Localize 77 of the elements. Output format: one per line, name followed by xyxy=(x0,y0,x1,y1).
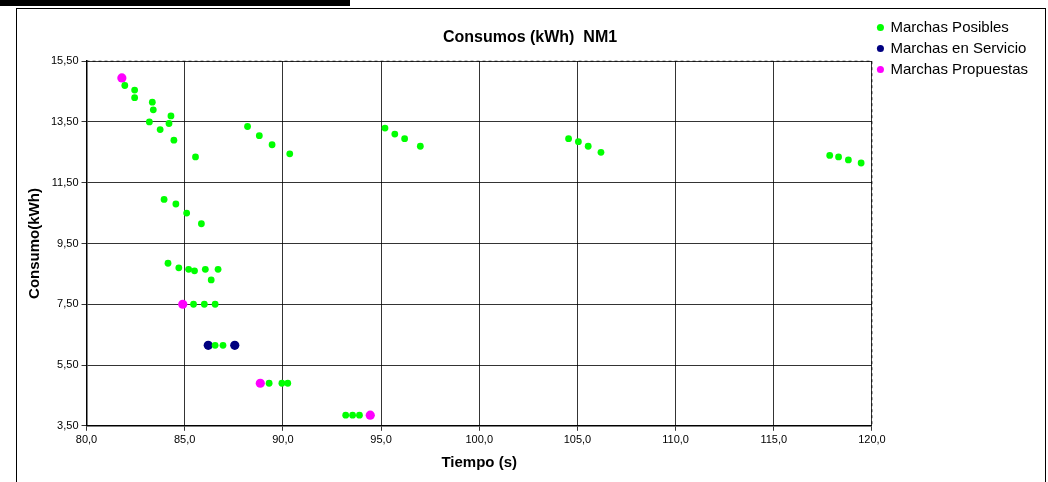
y-axis-title: Consumo(kWh) xyxy=(25,188,43,299)
point xyxy=(284,379,292,387)
point xyxy=(175,264,183,272)
point xyxy=(244,123,251,130)
point xyxy=(574,138,582,146)
point xyxy=(584,142,592,150)
point xyxy=(160,196,168,203)
point xyxy=(165,120,173,127)
point xyxy=(365,410,375,420)
y-tick-label: 11,50 xyxy=(51,175,79,188)
x-axis-title: Tiempo (s) xyxy=(441,453,518,471)
point xyxy=(597,148,605,156)
legend-label: Marchas Posibles xyxy=(890,17,1009,35)
point xyxy=(268,141,276,149)
chart-title: Consumos (kWh) NM1 xyxy=(442,28,618,46)
x-tick-label: 105,0 xyxy=(563,433,592,446)
point xyxy=(131,94,139,102)
point xyxy=(201,265,209,273)
point xyxy=(826,151,834,159)
point xyxy=(149,106,157,114)
point xyxy=(401,135,409,143)
point xyxy=(356,411,363,419)
x-tick-label: 80,0 xyxy=(75,433,98,446)
x-tick-label: 90,0 xyxy=(272,433,294,446)
x-tick-label: 110,0 xyxy=(662,433,689,446)
point xyxy=(207,276,215,284)
point xyxy=(565,135,572,143)
point xyxy=(145,118,153,126)
y-tick-label: 15,50 xyxy=(51,54,79,67)
point xyxy=(164,259,172,267)
y-tick-label: 3,50 xyxy=(57,418,79,431)
point xyxy=(278,379,286,387)
point xyxy=(342,411,350,419)
point xyxy=(191,267,198,275)
y-tick-label: 9,50 xyxy=(57,236,79,249)
point xyxy=(172,200,180,208)
point xyxy=(265,379,273,387)
point xyxy=(148,98,156,106)
point xyxy=(170,136,178,144)
legend-label: Marchas Propuestas xyxy=(890,59,1029,77)
point xyxy=(211,300,219,308)
point xyxy=(844,156,852,164)
point xyxy=(391,130,399,138)
point xyxy=(416,142,424,150)
x-tick-label: 100,0 xyxy=(465,433,493,446)
point xyxy=(197,220,205,228)
y-tick-label: 7,50 xyxy=(57,297,79,310)
point xyxy=(156,126,164,133)
point xyxy=(190,300,197,308)
point xyxy=(211,341,219,349)
point xyxy=(121,82,129,89)
point xyxy=(192,153,199,161)
point xyxy=(835,153,842,161)
x-tick-label: 95,0 xyxy=(370,433,392,446)
point xyxy=(185,265,193,273)
point xyxy=(255,132,263,140)
x-tick-label: 85,0 xyxy=(173,433,196,446)
y-tick-label: 5,50 xyxy=(57,358,79,371)
x-tick-label: 120,0 xyxy=(858,433,886,446)
legend-label: Marchas en Servicio xyxy=(890,38,1027,56)
point xyxy=(230,340,240,350)
point xyxy=(857,159,865,167)
x-tick-label: 115,0 xyxy=(760,433,788,446)
point xyxy=(214,265,222,273)
point xyxy=(203,340,213,350)
point xyxy=(183,209,191,217)
point xyxy=(167,112,175,120)
point xyxy=(255,378,265,388)
point xyxy=(117,73,127,83)
point xyxy=(219,341,227,349)
point xyxy=(131,86,139,94)
point xyxy=(381,124,389,132)
point xyxy=(200,300,208,308)
point xyxy=(178,299,188,309)
y-tick-label: 13,50 xyxy=(51,115,79,127)
point xyxy=(286,150,294,158)
point xyxy=(349,411,356,419)
